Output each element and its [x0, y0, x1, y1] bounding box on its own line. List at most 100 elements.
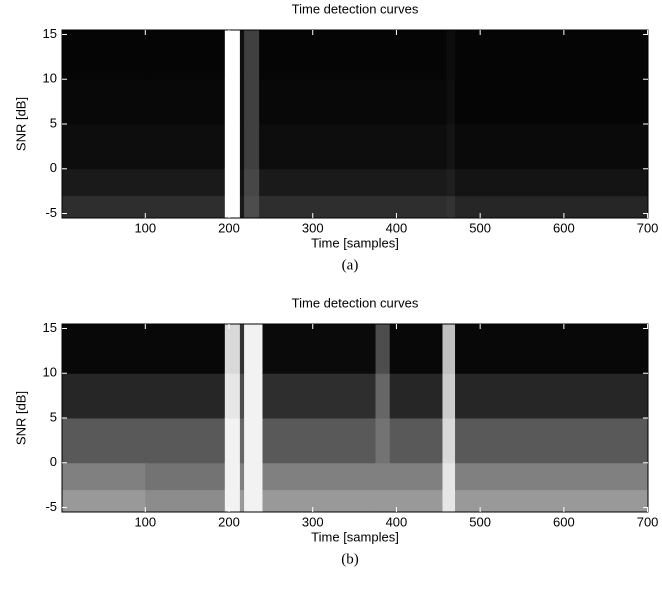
heat-cell: [239, 489, 245, 513]
x-tick-label: 200: [218, 220, 240, 235]
heat-cell: [259, 168, 448, 197]
heat-cell: [62, 324, 146, 374]
heat-cell: [244, 418, 263, 464]
heat-cell: [446, 30, 456, 80]
heat-cell: [239, 373, 245, 419]
y-tick-label: 15: [43, 320, 57, 335]
heat-cell: [145, 168, 226, 197]
y-tick-label: 5: [50, 409, 57, 424]
x-tick-label: 600: [553, 220, 575, 235]
y-tick-label: -5: [45, 499, 57, 514]
y-tick-label: 0: [50, 160, 57, 175]
heat-cell: [145, 418, 226, 464]
heat-cell: [239, 418, 245, 464]
heat-cell: [145, 79, 226, 125]
heat-cell: [442, 324, 456, 374]
heat-cell: [375, 418, 391, 464]
heat-cell: [62, 30, 146, 80]
heat-cell: [442, 418, 456, 464]
caption: (b): [341, 551, 359, 567]
heat-cell: [145, 373, 226, 419]
heat-cell: [62, 168, 146, 197]
heat-cell: [455, 30, 649, 80]
y-axis-label: SNR [dB]: [13, 391, 28, 445]
y-axis-label: SNR [dB]: [13, 97, 28, 151]
heat-cell: [224, 168, 241, 197]
heat-cell: [239, 30, 245, 80]
heat-cell: [62, 373, 146, 419]
heat-cell: [455, 418, 649, 464]
heat-cell: [446, 124, 456, 170]
caption: (a): [342, 257, 359, 273]
heat-cell: [145, 324, 226, 374]
heat-cell: [375, 489, 391, 513]
x-tick-label: 700: [637, 514, 659, 529]
y-tick-label: -5: [45, 205, 57, 220]
heat-cell: [375, 324, 391, 374]
heat-cell: [224, 489, 241, 513]
heat-cell: [239, 195, 245, 219]
heat-cell: [224, 79, 241, 125]
heat-cell: [442, 373, 456, 419]
heat-cell: [389, 489, 443, 513]
heat-cell: [224, 418, 241, 464]
heat-cell: [62, 79, 146, 125]
heat-cell: [389, 324, 443, 374]
heat-cell: [244, 462, 263, 491]
heat-cell: [262, 418, 377, 464]
x-tick-label: 200: [218, 514, 240, 529]
heat-cell: [262, 373, 377, 419]
heat-cell: [244, 168, 260, 197]
heat-cell: [446, 195, 456, 219]
heat-cell: [224, 30, 241, 80]
x-axis-label: Time [samples]: [311, 529, 399, 544]
heat-cell: [455, 489, 649, 513]
heat-cell: [455, 324, 649, 374]
heat-cell: [239, 168, 245, 197]
heat-cell: [62, 124, 146, 170]
heat-cell: [455, 373, 649, 419]
heat-cell: [262, 462, 377, 491]
heat-cell: [455, 195, 649, 219]
y-tick-label: 5: [50, 115, 57, 130]
heat-cell: [442, 462, 456, 491]
heat-cell: [455, 462, 649, 491]
heat-cell: [62, 418, 146, 464]
heat-cell: [389, 462, 443, 491]
heat-cell: [224, 124, 241, 170]
heat-cell: [262, 324, 377, 374]
heat-cell: [244, 30, 260, 80]
heat-cell: [262, 489, 377, 513]
heat-cell: [224, 373, 241, 419]
heat-cell: [224, 195, 241, 219]
heat-cell: [244, 124, 260, 170]
heat-cell: [375, 373, 391, 419]
heat-cell: [239, 462, 245, 491]
heat-cell: [389, 418, 443, 464]
heat-cell: [239, 324, 245, 374]
x-tick-label: 300: [302, 514, 324, 529]
heat-cell: [224, 324, 241, 374]
heat-cell: [446, 79, 456, 125]
chart-title: Time detection curves: [292, 295, 419, 310]
heat-cell: [244, 79, 260, 125]
heat-cell: [455, 168, 649, 197]
heat-cell: [62, 195, 146, 219]
x-tick-label: 500: [469, 220, 491, 235]
heat-cell: [239, 124, 245, 170]
heat-cell: [244, 373, 263, 419]
heat-cell: [375, 462, 391, 491]
heat-cell: [145, 124, 226, 170]
heat-cell: [244, 324, 263, 374]
x-tick-label: 600: [553, 514, 575, 529]
heat-cell: [455, 124, 649, 170]
heat-cell: [259, 124, 448, 170]
heat-cell: [145, 489, 226, 513]
x-tick-label: 100: [134, 514, 156, 529]
heat-cell: [224, 462, 241, 491]
heat-cell: [259, 30, 448, 80]
heat-cell: [389, 373, 443, 419]
x-tick-label: 100: [134, 220, 156, 235]
x-tick-label: 500: [469, 514, 491, 529]
